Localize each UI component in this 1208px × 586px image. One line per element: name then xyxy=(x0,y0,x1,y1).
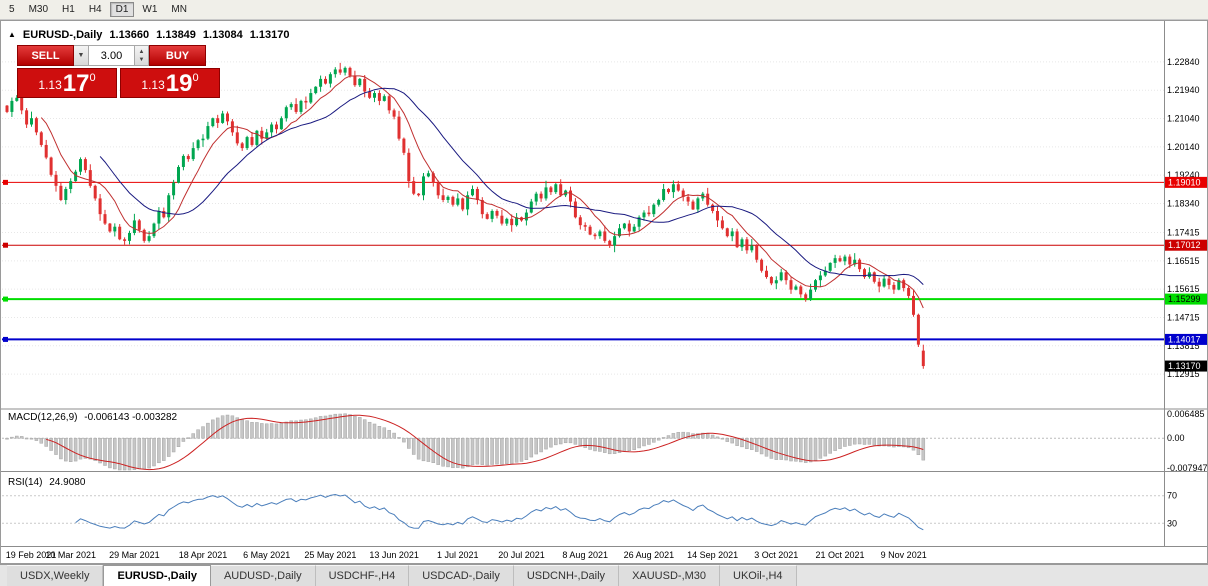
timeframe-h4[interactable]: H4 xyxy=(88,4,102,15)
svg-text:1 Jul 2021: 1 Jul 2021 xyxy=(437,550,479,560)
svg-text:1.17012: 1.17012 xyxy=(1168,240,1201,250)
bid-point: 0 xyxy=(89,72,96,84)
macd-name: MACD(12,26,9) xyxy=(8,412,78,423)
svg-text:20 Jul 2021: 20 Jul 2021 xyxy=(498,550,545,560)
chart-window: 1.22840 1.21940 1.21040 1.20140 1.19240 1.183… xyxy=(0,20,1208,564)
sell-button[interactable]: SELL xyxy=(17,45,74,66)
svg-text:30: 30 xyxy=(1167,518,1177,528)
tab-usdcad-daily[interactable]: USDCAD-,Daily xyxy=(409,565,514,586)
price-chart-canvas[interactable]: 1.22840 1.21940 1.21040 1.20140 1.19240 1.183… xyxy=(1,21,1207,563)
ohlc-high: 1.13849 xyxy=(156,29,196,41)
svg-text:1.19240: 1.19240 xyxy=(1167,170,1200,180)
svg-text:1.16515: 1.16515 xyxy=(1167,256,1200,266)
chart-window-icon: ▲ xyxy=(8,30,16,39)
bid-prefix: 1.13 xyxy=(38,78,62,92)
timeframe-m5[interactable]: 5 xyxy=(9,4,15,15)
ask-point: 0 xyxy=(192,72,199,84)
svg-text:10 Mar 2021: 10 Mar 2021 xyxy=(45,550,96,560)
svg-text:8 Aug 2021: 8 Aug 2021 xyxy=(562,550,608,560)
svg-text:0.006485: 0.006485 xyxy=(1167,409,1205,419)
svg-text:1.20140: 1.20140 xyxy=(1167,142,1200,152)
svg-text:9 Nov 2021: 9 Nov 2021 xyxy=(881,550,927,560)
tab-ukoil-h4[interactable]: UKOil-,H4 xyxy=(720,565,797,586)
macd-indicator-label: MACD(12,26,9) -0.006143 -0.003282 xyxy=(8,412,181,423)
rsi-name: RSI(14) xyxy=(8,477,43,488)
ohlc-low: 1.13084 xyxy=(202,29,243,41)
svg-text:1.14715: 1.14715 xyxy=(1167,312,1200,322)
svg-text:1.13170: 1.13170 xyxy=(1168,361,1201,371)
ohlc-open: 1.13660 xyxy=(109,29,150,41)
timeframe-mn[interactable]: MN xyxy=(171,4,187,15)
macd-pane xyxy=(2,413,1164,471)
svg-text:1.12915: 1.12915 xyxy=(1167,369,1200,379)
symbol-tabbar: USDX,Weekly EURUSD-,Daily AUDUSD-,Daily … xyxy=(0,564,1208,586)
pane-borders xyxy=(1,21,1207,547)
one-click-trade-panel: SELL ▼ 3.00 ▲ ▼ BUY 1.13 17 0 1.13 19 0 xyxy=(17,45,223,98)
svg-text:14 Sep 2021: 14 Sep 2021 xyxy=(687,550,738,560)
ohlc-close: 1.13170 xyxy=(249,29,290,41)
timeframe-toolbar: 5 M30 H1 H4 D1 W1 MN xyxy=(0,0,1208,20)
svg-text:1.22840: 1.22840 xyxy=(1167,57,1200,67)
chart-title: ▲ EURUSD-,Daily 1.13660 1.13849 1.13084 … xyxy=(8,29,289,41)
rsi-indicator-label: RSI(14) 24.9080 xyxy=(8,477,89,488)
timeframe-d1[interactable]: D1 xyxy=(109,2,135,17)
tab-audusd-daily[interactable]: AUDUSD-,Daily xyxy=(210,565,316,586)
svg-text:19 Feb 2021: 19 Feb 2021 xyxy=(6,550,57,560)
svg-text:1.18340: 1.18340 xyxy=(1167,198,1200,208)
svg-text:0.00: 0.00 xyxy=(1167,433,1185,443)
rsi-pane xyxy=(2,493,1164,531)
svg-text:1.13815: 1.13815 xyxy=(1167,341,1200,351)
volume-up-icon[interactable]: ▲ xyxy=(138,48,145,55)
tab-xauusd-m30[interactable]: XAUUSD-,M30 xyxy=(619,565,721,586)
chart-symbol-label: EURUSD-,Daily xyxy=(22,29,103,41)
svg-text:70: 70 xyxy=(1167,491,1177,501)
svg-text:1.15615: 1.15615 xyxy=(1167,284,1200,294)
volume-stepper[interactable]: ▲ ▼ xyxy=(135,45,149,66)
svg-text:1.15299: 1.15299 xyxy=(1168,294,1201,304)
grid-lines xyxy=(2,61,1164,375)
buy-button[interactable]: BUY xyxy=(149,45,206,66)
svg-text:1.21040: 1.21040 xyxy=(1167,114,1200,124)
svg-text:29 Mar 2021: 29 Mar 2021 xyxy=(109,550,160,560)
svg-text:1.21940: 1.21940 xyxy=(1167,85,1200,95)
tab-usdchf-h4[interactable]: USDCHF-,H4 xyxy=(315,565,410,586)
bid-price-box[interactable]: 1.13 17 0 xyxy=(17,68,117,98)
volume-dropdown-icon[interactable]: ▼ xyxy=(74,45,89,66)
svg-text:21 Oct 2021: 21 Oct 2021 xyxy=(815,550,864,560)
horizontal-level-lines[interactable] xyxy=(2,179,1164,342)
svg-text:1.14017: 1.14017 xyxy=(1168,334,1201,344)
svg-text:-0.007947: -0.007947 xyxy=(1167,463,1207,473)
svg-text:13 Jun 2021: 13 Jun 2021 xyxy=(369,550,419,560)
timeframe-h1[interactable]: H1 xyxy=(62,4,75,15)
svg-text:3 Oct 2021: 3 Oct 2021 xyxy=(754,550,798,560)
macd-values: -0.006143 -0.003282 xyxy=(84,412,178,423)
moving-average-lines[interactable] xyxy=(40,75,924,309)
price-axis[interactable]: 1.22840 1.21940 1.21040 1.20140 1.19240 1.183… xyxy=(1167,57,1207,528)
price-level-tags: 1.19010 1.17012 1.15299 1.14017 1.13170 xyxy=(1165,176,1207,372)
svg-text:1.17415: 1.17415 xyxy=(1167,228,1200,238)
volume-field[interactable]: 3.00 xyxy=(89,45,135,66)
ask-pips: 19 xyxy=(165,70,193,97)
svg-text:1.19010: 1.19010 xyxy=(1168,177,1201,187)
tab-usdx-weekly[interactable]: USDX,Weekly xyxy=(7,565,104,586)
volume-down-icon[interactable]: ▼ xyxy=(138,56,145,63)
svg-text:25 May 2021: 25 May 2021 xyxy=(304,550,356,560)
bid-pips: 17 xyxy=(62,70,90,97)
timeframe-m30[interactable]: M30 xyxy=(28,4,49,15)
ask-prefix: 1.13 xyxy=(141,78,165,92)
tab-eurusd-daily[interactable]: EURUSD-,Daily xyxy=(103,565,211,586)
tab-usdcnh-daily[interactable]: USDCNH-,Daily xyxy=(513,565,620,586)
svg-text:6 May 2021: 6 May 2021 xyxy=(243,550,290,560)
svg-text:26 Aug 2021: 26 Aug 2021 xyxy=(624,550,675,560)
svg-text:18 Apr 2021: 18 Apr 2021 xyxy=(179,550,228,560)
timeframe-w1[interactable]: W1 xyxy=(142,4,158,15)
rsi-value: 24.9080 xyxy=(49,477,86,488)
candlesticks[interactable] xyxy=(5,62,925,369)
ask-price-box[interactable]: 1.13 19 0 xyxy=(120,68,220,98)
